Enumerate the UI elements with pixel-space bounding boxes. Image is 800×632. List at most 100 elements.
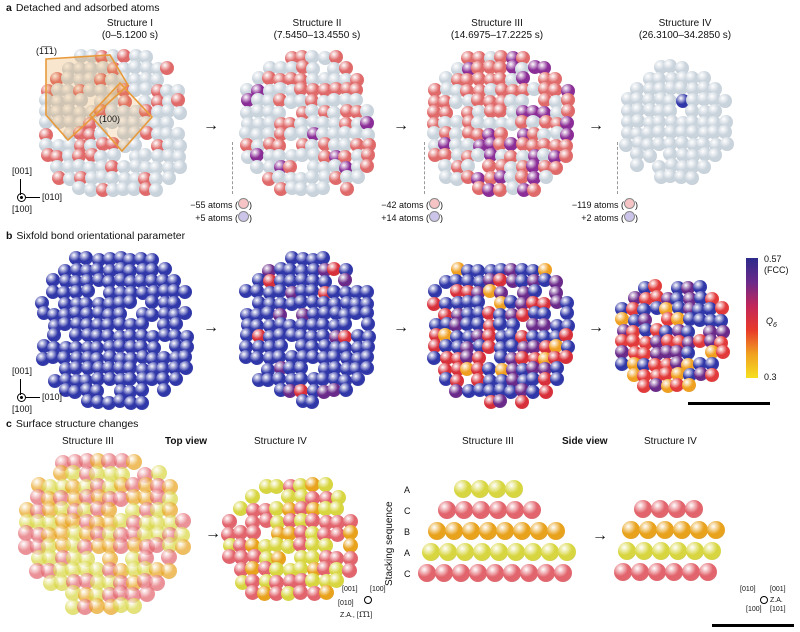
atom [558,543,576,561]
atom [318,305,333,320]
atom [63,93,78,108]
atom [503,149,518,164]
atom [359,360,374,375]
atom [272,327,287,342]
atom [295,59,310,74]
atom [455,501,473,519]
atom [134,316,149,331]
atom [470,115,485,130]
atom [42,514,59,531]
atom [528,284,542,299]
atom [614,334,629,349]
atom [338,316,353,331]
atom [135,395,150,410]
atom [527,182,542,197]
atom [342,551,358,567]
atom [306,501,322,517]
atom [418,564,436,582]
atom [138,171,153,186]
atom [339,350,354,365]
atom [292,561,308,577]
atom [145,330,160,345]
atom [496,522,514,540]
atom [272,169,287,184]
colorbar-min: 0.3 [764,372,777,382]
atom [105,182,120,197]
atom [717,125,732,140]
atom [262,71,277,86]
atom [675,94,690,109]
atom [492,61,507,76]
atom [305,82,320,97]
atom [350,170,365,185]
atom [306,586,322,602]
atom [274,297,289,312]
atom [450,61,465,76]
atom [113,452,130,469]
atom [104,73,119,88]
atom [541,543,559,561]
facet-outline-overlay [45,54,154,153]
atom [504,352,519,367]
atom [490,543,508,561]
atom [539,170,554,185]
atom [128,125,143,140]
atom [704,368,719,383]
atom [337,137,352,152]
atom [128,60,142,75]
atom [558,327,573,342]
atom [668,500,686,518]
q6-nanoparticle-structure-iv [614,279,731,394]
atom [360,306,375,321]
atom [156,383,171,398]
atom [479,522,497,540]
atom [716,345,731,360]
atom [530,522,548,540]
structure-i-label: Structure I (0–5.1200 s) [101,18,159,41]
atom [318,339,333,354]
atom [548,275,563,290]
detached-atom-swatch [238,198,249,209]
atom [342,563,358,579]
atom [685,70,699,85]
atom [261,306,276,321]
atom [283,263,298,278]
atom [137,477,154,494]
atom [337,150,352,165]
structure-iii-label: Structure III (14.6975–17.2225 s) [450,18,544,41]
atom [326,284,341,299]
atom [472,351,487,366]
atom [305,477,321,493]
atom [316,371,331,386]
atom [717,94,732,109]
atom [665,563,683,581]
atom [448,318,463,333]
atom [680,345,695,360]
atom [117,49,132,64]
top-view-structure-iii [6,452,201,616]
atom [505,339,520,354]
atom [472,72,486,87]
transition-arrow-2: → [393,117,409,134]
atom [471,316,486,331]
atom [696,80,711,95]
atom [438,169,453,184]
atom [622,521,640,539]
atom [262,285,277,300]
atom [626,368,641,383]
atom [282,159,297,174]
atom [125,489,142,506]
atom [102,275,117,290]
atom [338,383,353,398]
atom [422,543,440,561]
atom [705,344,720,359]
atom [250,127,265,142]
atom [672,301,687,316]
atom [450,114,465,129]
atom [618,138,633,153]
atom [547,71,562,86]
atom [281,539,297,555]
atom [88,598,105,615]
atom [685,500,703,518]
atom [669,344,684,359]
